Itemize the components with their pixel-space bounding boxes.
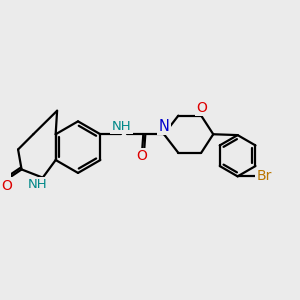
Text: Br: Br: [256, 169, 272, 183]
Text: NH: NH: [112, 120, 131, 133]
Text: NH: NH: [28, 178, 47, 191]
Text: O: O: [1, 179, 12, 193]
Text: O: O: [137, 149, 148, 163]
Text: O: O: [196, 101, 207, 115]
Text: N: N: [158, 119, 169, 134]
